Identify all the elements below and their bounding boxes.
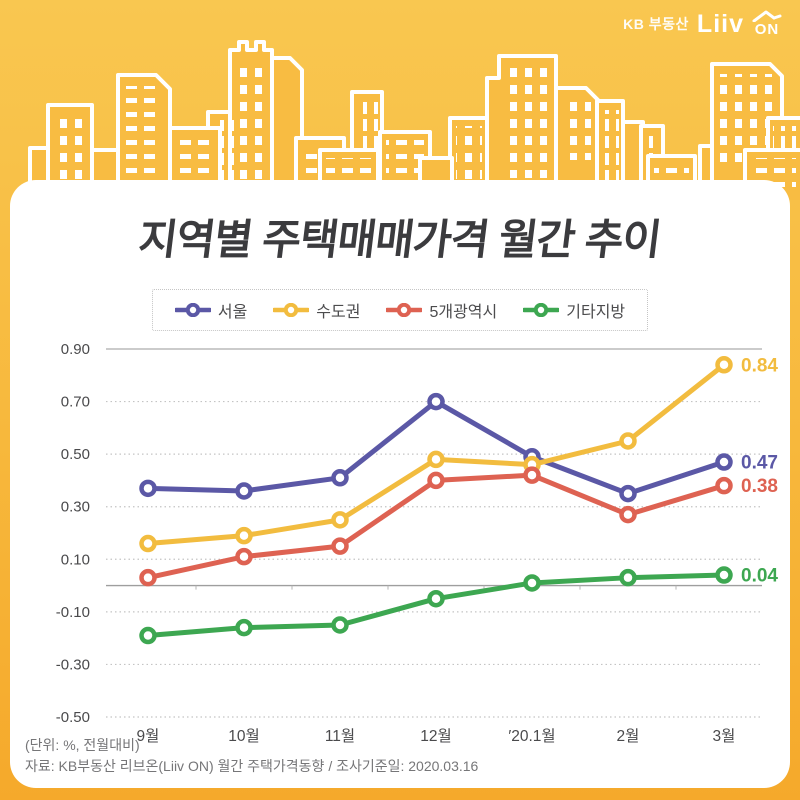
data-point-seoul-4 <box>427 392 445 411</box>
legend-item-sudogwon: 수도권 <box>273 298 360 322</box>
house-roof-icon <box>752 10 782 22</box>
y-tick-label--0.30: -0.30 <box>56 656 90 673</box>
y-tick-label-0.90: 0.90 <box>61 341 90 358</box>
legend-marker-seoul <box>174 303 211 317</box>
data-point-seoul-2 <box>235 482 253 500</box>
data-point-gitajibang-3 <box>331 616 349 634</box>
y-tick-label-0.70: 0.70 <box>61 394 90 411</box>
legend-marker-gitajibang <box>523 303 560 317</box>
data-point-gitajibang-2 <box>235 618 253 637</box>
liiv-wordmark: Liiv <box>696 10 744 38</box>
data-point-seoul-1 <box>139 479 157 498</box>
unit-note: (단위: %, 전월대비) <box>25 736 140 753</box>
legend-label-seoul: 서울 <box>217 304 248 321</box>
x-tick-label-7: 3월 <box>713 727 736 745</box>
end-value-label-seoul: 0.47 <box>741 453 778 474</box>
on-wordmark: ON <box>754 21 780 38</box>
data-point-gwangyeoksi-4 <box>427 471 445 490</box>
legend-marker-gwangyeoksi <box>386 303 423 317</box>
data-point-gwangyeoksi-3 <box>331 537 349 555</box>
data-point-seoul-3 <box>331 469 349 487</box>
data-point-gwangyeoksi-5 <box>523 466 541 484</box>
x-tick-label-1: 9월 <box>137 727 160 745</box>
legend-item-gitajibang: 기타지방 <box>523 298 625 322</box>
source-note: 자료: KB부동산 리브온(Liiv ON) 월간 주택가격동향 / 조사기준일… <box>25 758 479 775</box>
data-point-gitajibang-4 <box>427 589 445 608</box>
data-point-sudogwon-3 <box>331 511 349 529</box>
data-point-sudogwon-7 <box>715 356 733 374</box>
data-point-sudogwon-6 <box>619 432 637 450</box>
legend-label-gwangyeoksi: 5개광역시 <box>429 304 498 321</box>
x-tick-label-3: 11월 <box>325 727 355 745</box>
y-tick-label-0.10: 0.10 <box>61 551 90 568</box>
y-tick-label--0.10: -0.10 <box>56 604 90 621</box>
legend-marker-sudogwon <box>273 303 310 317</box>
data-point-sudogwon-1 <box>139 534 157 553</box>
data-point-gwangyeoksi-6 <box>619 505 637 524</box>
data-point-gwangyeoksi-2 <box>235 547 253 566</box>
x-tick-label-5: ′20.1월 <box>508 727 555 745</box>
data-point-seoul-7 <box>715 453 733 471</box>
kb-liivon-logo: KB 부동산 Liiv ON <box>623 10 782 37</box>
end-value-label-gwangyeoksi: 0.38 <box>741 476 778 497</box>
legend-item-gwangyeoksi: 5개광역시 <box>386 298 497 322</box>
data-point-sudogwon-4 <box>427 450 445 469</box>
legend-item-seoul: 서울 <box>174 298 248 322</box>
legend-label-sudogwon: 수도권 <box>316 304 361 321</box>
content-card: 지역별 주택매매가격 월간 추이 서울 수도권 5개광역시 기타지방 0.90 0.70… <box>10 180 790 788</box>
data-point-gitajibang-5 <box>523 574 541 592</box>
data-point-gwangyeoksi-1 <box>139 568 157 587</box>
data-point-gitajibang-1 <box>139 626 157 645</box>
data-point-gitajibang-6 <box>619 568 637 587</box>
data-point-gwangyeoksi-7 <box>715 476 733 495</box>
kb-budongsan-label: KB 부동산 <box>623 16 689 32</box>
data-point-seoul-6 <box>619 484 637 503</box>
data-point-sudogwon-2 <box>235 526 253 545</box>
y-tick-label--0.50: -0.50 <box>56 709 90 726</box>
y-tick-label-0.50: 0.50 <box>61 446 90 463</box>
trend-chart: 0.90 0.70 0.50 0.30 0.10 -0.10 -0.30 -0.50 9월 10월… <box>56 341 779 745</box>
page-title: 지역별 주택매매가격 월간 추이 <box>136 216 664 263</box>
x-tick-label-2: 10월 <box>228 727 260 745</box>
x-tick-label-6: 2월 <box>617 727 640 745</box>
x-tick-label-4: 12월 <box>420 727 452 745</box>
end-value-label-gitajibang: 0.04 <box>741 566 778 587</box>
y-tick-label-0.30: 0.30 <box>61 499 90 516</box>
chart-legend: 서울 수도권 5개광역시 기타지방 <box>151 289 649 331</box>
chart-footnotes: (단위: %, 전월대비) 자료: KB부동산 리브온(Liiv ON) 월간 … <box>25 735 478 778</box>
end-value-label-sudogwon: 0.84 <box>741 355 778 376</box>
data-point-gitajibang-7 <box>715 566 733 584</box>
legend-label-gitajibang: 기타지방 <box>566 304 626 321</box>
